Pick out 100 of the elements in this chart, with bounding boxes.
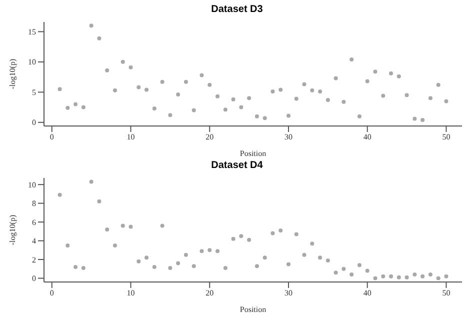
point [223,108,228,112]
point [223,266,228,270]
point [428,96,432,100]
point [208,248,212,252]
point [231,97,236,102]
point [152,265,156,270]
point [216,94,220,98]
point [294,96,298,101]
point [396,275,401,280]
point [136,259,141,264]
point [97,36,102,40]
y-axis-title: -log10(p) [8,214,17,246]
point [105,228,110,232]
chart-title: Dataset D4 [210,160,264,173]
point [444,274,448,278]
point [105,68,110,72]
point [58,192,62,197]
point [318,90,322,94]
point [436,276,440,280]
point [262,116,267,120]
point [294,232,298,236]
point [128,65,133,70]
y-axis-title: -log10(p) [8,58,17,90]
point [81,105,86,110]
y-tick-label: 10 [28,180,36,190]
point [200,249,204,254]
point [286,114,290,118]
point [168,266,172,270]
point [128,224,133,229]
point [74,265,78,270]
point [97,199,102,204]
x-tick-label: 0 [50,288,54,298]
y-tick-label: 2 [32,255,36,264]
point [420,274,425,278]
x-tick-label: 0 [50,132,54,142]
point [136,85,141,90]
point [286,262,290,266]
x-axis-title: Position [240,149,266,158]
point [58,87,62,92]
point [334,76,338,80]
point [262,256,267,260]
point [326,98,330,102]
point [334,270,338,275]
point [318,256,322,260]
y-tick-label: 5 [32,88,36,97]
point [254,114,259,118]
x-tick-label: 40 [363,288,372,298]
point [412,272,417,277]
point [373,276,378,280]
point [278,88,283,92]
x-tick-label: 40 [363,132,372,142]
point [436,82,440,87]
point [428,272,432,277]
y-tick-label: 6 [32,218,36,227]
point [152,106,156,110]
point [120,224,125,228]
x-tick-label: 30 [284,288,292,298]
point [357,263,362,268]
point [404,93,409,98]
point [420,118,425,122]
point [144,256,149,260]
point [176,261,180,266]
point [231,236,236,241]
x-tick-label: 50 [442,132,450,142]
x-tick-label: 20 [206,132,214,142]
point [112,88,117,92]
point [270,231,275,236]
x-tick-label: 50 [442,288,450,298]
point [389,274,394,278]
point [302,252,306,257]
point [89,180,94,184]
point [168,113,172,118]
y-tick-label: 8 [32,199,36,208]
point [342,266,346,271]
point [357,114,362,118]
point [389,71,394,76]
y-tick-label: 15 [28,28,36,37]
point [396,74,401,78]
x-tick-label: 30 [284,132,292,142]
point [404,275,409,280]
point [310,242,314,246]
point [89,24,94,28]
point [342,100,346,104]
point [247,238,252,242]
point [81,266,86,270]
point [310,88,314,92]
point [350,57,354,62]
point [66,106,70,110]
point [160,80,164,84]
x-tick-label: 10 [126,288,135,298]
point [254,264,259,268]
point [239,105,244,110]
point [381,94,386,98]
point [350,272,354,277]
x-axis-title: Position [240,305,266,314]
point [208,82,212,87]
point [200,73,204,78]
y-tick-label: 0 [32,274,36,284]
point [302,82,306,86]
point [239,234,244,238]
